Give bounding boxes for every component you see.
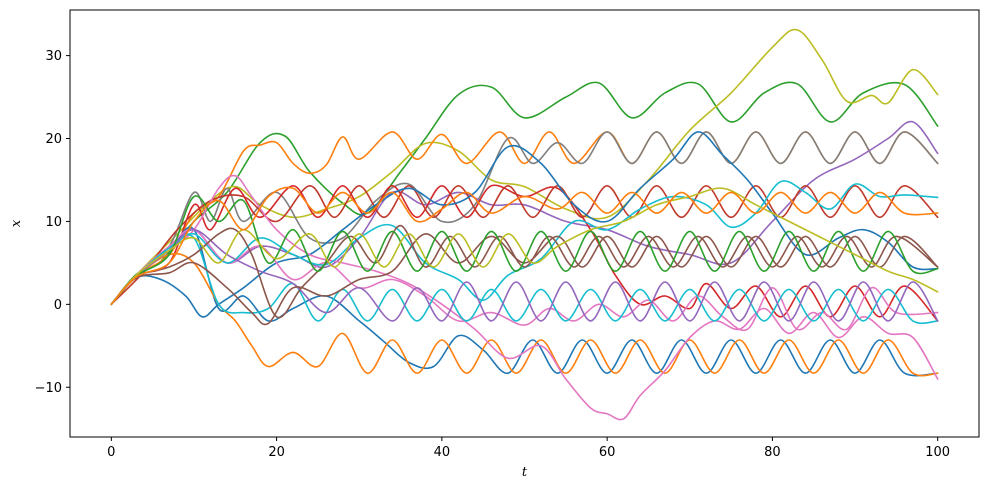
series-line-9 [110, 252, 939, 377]
y-tick-label: 10 [45, 215, 62, 230]
series-line-1 [110, 28, 939, 306]
y-tick-label: 20 [45, 132, 62, 147]
series-line-19 [110, 186, 939, 306]
plot-frame [69, 9, 980, 438]
x-tick-label: 20 [268, 445, 285, 460]
x-tick-label: 40 [434, 445, 451, 460]
series-line-13 [110, 180, 939, 306]
series-line-12 [110, 233, 939, 325]
y-tick-label: 0 [54, 298, 62, 313]
series-line-6 [110, 184, 939, 306]
x-axis-ticks: 0 20 40 60 80 100 [107, 437, 950, 460]
x-tick-label: 60 [599, 445, 616, 460]
series-line-0 [110, 81, 939, 306]
series-line-17 [110, 195, 939, 306]
series-line-7 [110, 131, 939, 318]
x-tick-label: 0 [107, 445, 115, 460]
x-tick-label: 100 [925, 445, 950, 460]
series-line-11 [110, 228, 939, 332]
series-line-3 [110, 131, 939, 306]
y-axis-label: x [9, 219, 24, 227]
y-axis-ticks: −10 0 10 20 30 [35, 49, 70, 396]
x-tick-label: 80 [764, 445, 781, 460]
series-line-15 [110, 224, 939, 319]
y-tick-label: −10 [35, 381, 62, 396]
series-line-14 [110, 228, 939, 322]
series-line-2 [110, 131, 939, 306]
series-line-18 [110, 187, 939, 306]
y-tick-label: 30 [45, 49, 62, 64]
series-line-16 [110, 233, 939, 326]
series-line-8 [110, 226, 939, 377]
x-axis-label: t [522, 465, 528, 480]
series-layer [110, 28, 939, 421]
series-line-10 [110, 174, 939, 421]
